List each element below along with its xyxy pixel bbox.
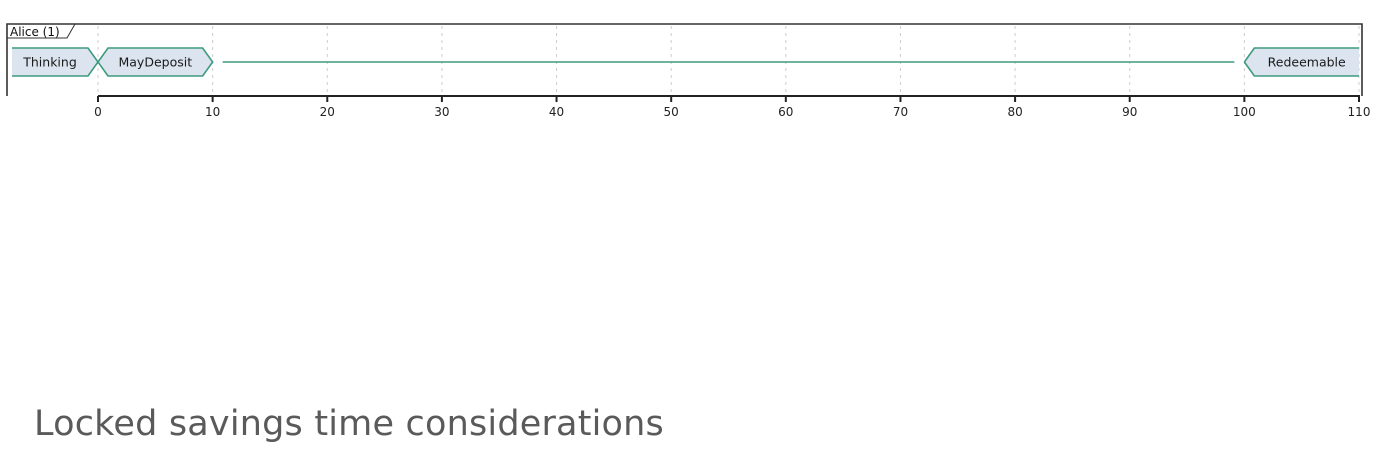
- state-redeemable-label: Redeemable: [1268, 55, 1346, 70]
- state-maydeposit: MayDeposit: [97, 47, 214, 77]
- participant-frame: Alice (1): [6, 23, 1363, 96]
- state-track: Thinking MayDeposit Redeemable: [12, 47, 1359, 77]
- axis-tick-label: 60: [778, 105, 793, 119]
- time-axis: 0 10 20 30 40 50 60 70 80 90 100 110: [94, 95, 1371, 119]
- axis-tick-label: 40: [549, 105, 564, 119]
- state-maydeposit-outline: [97, 47, 214, 77]
- grid-lines: [97, 26, 1360, 96]
- axis-tick-label: 30: [434, 105, 449, 119]
- state-thinking-label: Thinking: [22, 55, 77, 70]
- state-thinking: Thinking: [12, 47, 99, 77]
- axis-tick-label: 110: [1348, 105, 1371, 119]
- axis-tick-label: 100: [1233, 105, 1256, 119]
- axis-tick-label: 50: [664, 105, 679, 119]
- timing-diagram: Alice (1) Thinking MayDeposit Redeemable 0…: [6, 23, 1371, 119]
- axis-tick-label: 0: [94, 105, 102, 119]
- participant-frame-outline: [6, 23, 1363, 96]
- state-redeemable: Redeemable: [1243, 47, 1359, 77]
- state-redeemable-fill: [1244, 48, 1359, 76]
- axis-tick-label: 90: [1122, 105, 1137, 119]
- section-title: Locked savings time considerations: [34, 404, 664, 444]
- participant-label: Alice (1): [10, 25, 60, 39]
- state-redeemable-outline: [1243, 47, 1359, 77]
- state-maydeposit-label: MayDeposit: [118, 55, 192, 70]
- participant-label-tab: [7, 23, 76, 39]
- state-maydeposit-fill: [98, 48, 213, 76]
- axis-tick-label: 10: [205, 105, 220, 119]
- axis-tick-label: 80: [1007, 105, 1022, 119]
- axis-tick-label: 20: [320, 105, 335, 119]
- state-thinking-fill: [12, 48, 98, 76]
- axis-tick-label: 70: [893, 105, 908, 119]
